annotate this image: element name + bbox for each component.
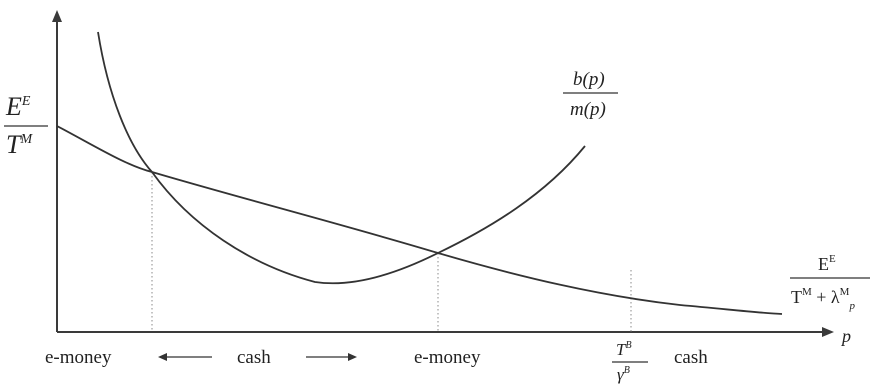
x-axis-arrowhead	[822, 327, 834, 337]
region-label-cash-right: cash	[674, 347, 708, 368]
u-curve-label-numerator: b(p)	[573, 69, 605, 90]
u-curve-label: b(p) m(p)	[563, 69, 618, 120]
declining-curve-label-denominator: TM + λMp	[791, 286, 855, 312]
x-axis-label: p	[840, 326, 851, 346]
u-shaped-curve	[97, 31, 586, 285]
y-axis-label: EE TM	[4, 92, 48, 159]
u-curve-label-denominator: m(p)	[570, 99, 606, 120]
right-arrowhead	[348, 353, 357, 361]
declining-curve-label-numerator: EE	[818, 253, 836, 274]
region-label-cash-middle: cash	[237, 347, 271, 368]
region-label-e-money-center: e-money	[414, 347, 481, 368]
threshold-label: TB γB	[612, 340, 648, 384]
right-arrow	[306, 353, 357, 361]
y-axis-label-numerator: EE	[5, 92, 31, 121]
y-axis-arrowhead	[52, 10, 62, 22]
y-axis-label-denominator: TM	[6, 130, 33, 159]
declining-curve	[56, 125, 783, 315]
region-label-e-money-left: e-money	[45, 347, 112, 368]
left-arrowhead	[158, 353, 167, 361]
declining-curve-label: EE TM + λMp	[790, 253, 870, 312]
left-arrow	[158, 353, 212, 361]
threshold-label-denominator: γB	[617, 365, 630, 384]
threshold-label-numerator: TB	[616, 340, 632, 359]
